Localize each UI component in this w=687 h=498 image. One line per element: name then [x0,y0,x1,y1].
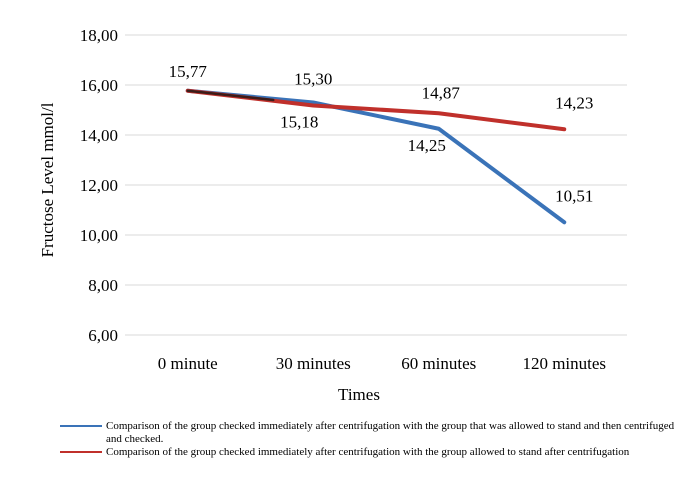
data-label: 14,23 [555,93,593,112]
y-tick-label: 12,00 [80,176,118,195]
x-tick-label: 30 minutes [276,354,351,373]
data-label: 14,87 [422,83,461,102]
y-tick-label: 14,00 [80,126,118,145]
x-tick-label: 0 minute [158,354,218,373]
legend-item-series-2: Comparison of the group checked immediat… [60,446,680,459]
legend-item-series-1: Comparison of the group checked immediat… [60,420,680,446]
legend-swatch-red [60,451,102,453]
data-label: 15,77 [169,62,208,81]
y-tick-label: 6,00 [88,326,118,345]
y-axis-ticks: 6,00 8,00 10,00 12,00 14,00 16,00 18,00 [80,26,118,345]
data-label: 15,30 [294,70,332,89]
line-chart: 6,00 8,00 10,00 12,00 14,00 16,00 18,00 0 minu… [38,26,627,404]
legend-swatch-blue [60,425,102,427]
x-tick-label: 120 minutes [522,354,606,373]
legend: Comparison of the group checked immediat… [60,420,680,459]
data-label: 15,18 [280,113,318,132]
y-tick-label: 16,00 [80,76,118,95]
overlap-segment [186,89,275,102]
y-tick-label: 18,00 [80,26,118,45]
x-axis-ticks: 0 minute 30 minutes 60 minutes 120 minutes [158,354,606,373]
data-label: 10,51 [555,186,593,205]
x-tick-label: 60 minutes [401,354,476,373]
gridlines [125,34,627,336]
data-label: 14,25 [408,136,446,155]
y-tick-label: 8,00 [88,276,118,295]
series-lines [185,88,567,225]
x-axis-label: Times [338,385,380,404]
y-axis-label: Fructose Level mmol/l [38,102,57,257]
legend-label-series-1: Comparison of the group checked immediat… [106,420,675,445]
data-labels: 15,77 15,30 14,25 10,51 15,18 14,87 14,23 [169,62,594,206]
legend-label-series-2: Comparison of the group checked immediat… [106,446,630,458]
y-tick-label: 10,00 [80,226,118,245]
